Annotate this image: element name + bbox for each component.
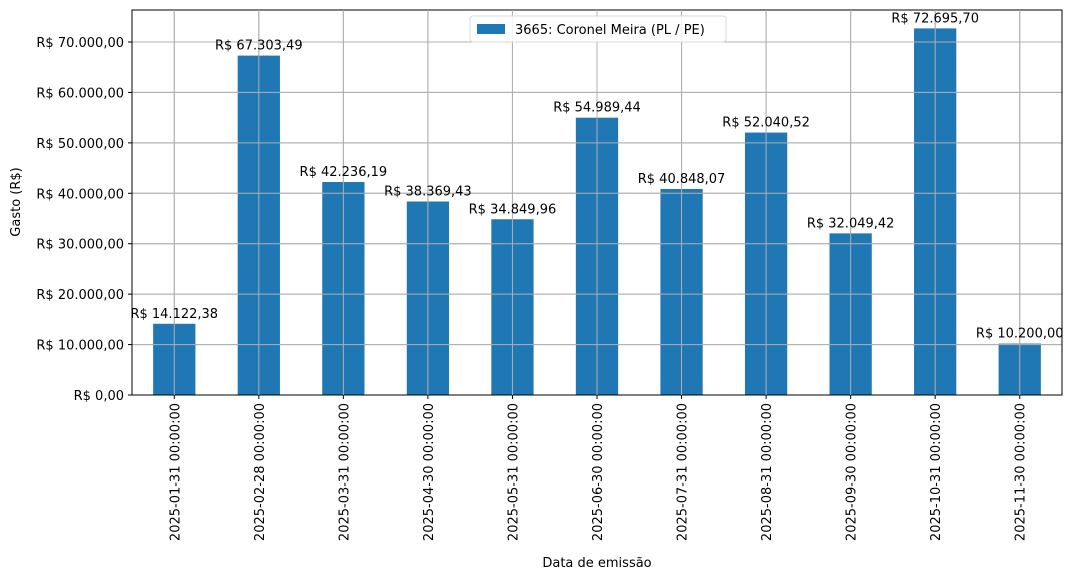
x-tick-label: 2025-08-31 00:00:00 xyxy=(760,403,775,541)
y-axis-title: Gasto (R$) xyxy=(9,167,24,236)
x-tick-label: 2025-05-31 00:00:00 xyxy=(506,403,521,541)
bar-value-label: R$ 72.695,70 xyxy=(891,11,979,26)
x-axis-ticks: 2025-01-31 00:00:00 2025-02-28 00:00:00 20… xyxy=(168,395,1029,541)
x-axis-title: Data de emissão xyxy=(542,556,651,571)
bar-value-label: R$ 40.848,07 xyxy=(638,172,726,187)
legend-label: 3665: Coronel Meira (PL / PE) xyxy=(515,23,705,38)
bar-value-label: R$ 38.369,43 xyxy=(384,185,472,200)
y-tick-label: R$ 20.000,00 xyxy=(36,288,124,303)
bar-value-label: R$ 10.200,00 xyxy=(976,327,1064,342)
x-tick-label: 2025-02-28 00:00:00 xyxy=(253,403,268,541)
bar-value-label: R$ 14.122,38 xyxy=(130,307,218,322)
x-tick-label: 2025-01-31 00:00:00 xyxy=(168,403,183,541)
bar-value-label: R$ 67.303,49 xyxy=(215,39,303,54)
y-tick-label: R$ 50.000,00 xyxy=(36,137,124,152)
bar-value-label: R$ 54.989,44 xyxy=(553,101,641,116)
x-tick-label: 2025-10-31 00:00:00 xyxy=(929,403,944,541)
x-tick-label: 2025-11-30 00:00:00 xyxy=(1014,403,1029,541)
y-tick-label: R$ 30.000,00 xyxy=(36,238,124,253)
y-tick-label: R$ 60.000,00 xyxy=(36,86,124,101)
x-tick-label: 2025-03-31 00:00:00 xyxy=(337,403,352,541)
legend: 3665: Coronel Meira (PL / PE) xyxy=(469,15,727,43)
bar-value-label: R$ 52.040,52 xyxy=(722,116,810,131)
y-tick-label: R$ 70.000,00 xyxy=(36,36,124,51)
y-tick-label: R$ 0,00 xyxy=(74,389,124,404)
legend-box xyxy=(469,15,727,43)
x-tick-label: 2025-07-31 00:00:00 xyxy=(676,403,691,541)
bar-value-label: R$ 32.049,42 xyxy=(807,216,895,231)
y-tick-label: R$ 40.000,00 xyxy=(36,187,124,202)
bar-value-labels: R$ 14.122,38 R$ 67.303,49 R$ 42.236,19 R$ 3… xyxy=(130,10,1064,395)
y-tick-label: R$ 10.000,00 xyxy=(36,339,124,354)
bar-value-label: R$ 42.236,19 xyxy=(300,165,388,180)
y-axis-ticks: R$ 0,00 R$ 10.000,00 R$ 20.000,00 R$ 30.000… xyxy=(36,36,132,404)
bar-value-label: R$ 34.849,96 xyxy=(469,202,557,217)
x-tick-label: 2025-04-30 00:00:00 xyxy=(422,403,437,541)
x-tick-label: 2025-06-30 00:00:00 xyxy=(591,403,606,541)
legend-swatch xyxy=(477,24,505,34)
x-tick-label: 2025-09-30 00:00:00 xyxy=(845,403,860,541)
